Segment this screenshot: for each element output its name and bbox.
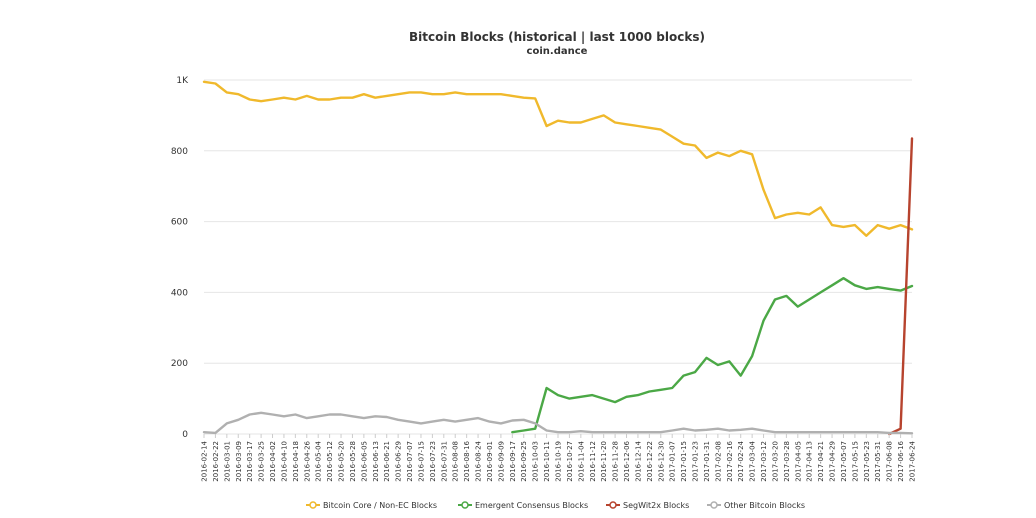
x-tick-label: 2017-03-20 bbox=[771, 441, 779, 482]
y-tick-label: 0 bbox=[182, 430, 188, 440]
x-tick-label: 2017-01-31 bbox=[703, 441, 711, 482]
x-tick-label: 2017-03-04 bbox=[749, 440, 757, 481]
x-tick-label: 2016-07-15 bbox=[417, 441, 425, 482]
x-tick-label: 2016-11-28 bbox=[612, 441, 620, 482]
y-tick-label: 400 bbox=[171, 288, 188, 298]
x-tick-label: 2016-05-04 bbox=[315, 440, 323, 481]
x-tick-label: 2016-03-25 bbox=[258, 441, 266, 482]
y-tick-label: 800 bbox=[171, 147, 188, 157]
legend-item[interactable]: Bitcoin Core / Non-EC Blocks bbox=[306, 501, 437, 510]
legend-marker bbox=[710, 501, 718, 509]
y-axis: 0 200 400 600 800 1K bbox=[171, 76, 189, 440]
x-tick-label: 2017-05-31 bbox=[874, 441, 882, 482]
y-tick-label: 200 bbox=[171, 359, 188, 369]
legend-marker bbox=[461, 501, 469, 509]
x-tick-label: 2017-03-28 bbox=[783, 441, 791, 482]
x-tick-label: 2016-08-16 bbox=[463, 440, 471, 481]
x-tick-label: 2016-11-12 bbox=[589, 441, 597, 482]
x-tick-label: 2016-03-01 bbox=[223, 441, 231, 482]
x-tick-label: 2016-07-31 bbox=[440, 441, 448, 482]
plot-area[interactable] bbox=[202, 80, 914, 436]
x-tick-label: 2017-02-16 bbox=[726, 440, 734, 481]
grid bbox=[204, 79, 912, 435]
x-tick-label: 2016-04-10 bbox=[280, 441, 288, 482]
x-tick-label: 2017-04-21 bbox=[817, 441, 825, 482]
chart-subtitle: coin.dance bbox=[527, 46, 588, 57]
x-tick-label: 2016-12-14 bbox=[634, 440, 642, 481]
x-tick-label: 2016-06-29 bbox=[395, 441, 403, 482]
x-tick-label: 2017-01-23 bbox=[692, 441, 700, 482]
x-tick-label: 2016-05-28 bbox=[349, 441, 357, 482]
x-tick-label: 2016-12-06 bbox=[623, 440, 631, 481]
legend-item[interactable]: Other Bitcoin Blocks bbox=[707, 501, 805, 510]
x-tick-label: 2016-05-20 bbox=[338, 441, 346, 482]
x-tick-label: 2017-01-07 bbox=[669, 441, 677, 482]
x-tick-label: 2017-05-07 bbox=[840, 441, 848, 482]
legend-marker bbox=[609, 501, 617, 509]
legend-label: Bitcoin Core / Non-EC Blocks bbox=[323, 501, 437, 510]
x-tick-label: 2016-04-26 bbox=[303, 440, 311, 481]
x-tick-label: 2016-10-27 bbox=[566, 441, 574, 482]
x-tick-label: 2016-03-17 bbox=[246, 441, 254, 482]
x-tick-label: 2016-11-04 bbox=[577, 440, 585, 481]
x-tick-label: 2016-09-09 bbox=[497, 441, 505, 482]
x-tick-label: 2016-03-09 bbox=[235, 441, 243, 482]
x-tick-label: 2016-04-18 bbox=[292, 441, 300, 482]
y-tick-label: 600 bbox=[171, 218, 188, 228]
x-tick-label: 2016-06-13 bbox=[372, 441, 380, 482]
legend-label: Emergent Consensus Blocks bbox=[475, 501, 588, 510]
x-tick-label: 2016-04-02 bbox=[269, 441, 277, 482]
series-line-2[interactable] bbox=[511, 277, 914, 434]
x-tick-label: 2017-02-24 bbox=[737, 440, 745, 481]
x-tick-label: 2017-04-13 bbox=[806, 441, 814, 482]
x-tick-label: 2016-12-22 bbox=[646, 441, 654, 482]
x-tick-label: 2017-05-15 bbox=[851, 441, 859, 482]
legend-label: SegWit2x Blocks bbox=[623, 501, 689, 510]
x-tick-label: 2016-07-07 bbox=[406, 441, 414, 482]
legend[interactable]: Bitcoin Core / Non-EC Blocks Emergent Con… bbox=[306, 501, 805, 510]
x-tick-label: 2016-07-23 bbox=[429, 441, 437, 482]
x-tick-label: 2017-04-05 bbox=[794, 441, 802, 482]
x-tick-label: 2016-02-14 bbox=[201, 440, 209, 481]
x-tick-label: 2017-06-24 bbox=[909, 440, 917, 481]
y-tick-label: 1K bbox=[176, 76, 189, 86]
x-tick-label: 2016-09-01 bbox=[486, 441, 494, 482]
x-tick-label: 2016-09-17 bbox=[509, 441, 517, 482]
x-tick-label: 2016-11-20 bbox=[600, 441, 608, 482]
x-tick-label: 2017-04-29 bbox=[829, 441, 837, 482]
x-tick-label: 2016-05-12 bbox=[326, 441, 334, 482]
x-tick-label: 2017-02-08 bbox=[714, 441, 722, 482]
series-line-1[interactable] bbox=[202, 80, 914, 237]
x-tick-label: 2017-06-08 bbox=[886, 441, 894, 482]
x-tick-label: 2017-05-23 bbox=[863, 441, 871, 482]
series-line-4[interactable] bbox=[202, 411, 914, 435]
x-tick-label: 2016-10-11 bbox=[543, 441, 551, 482]
x-axis: 2016-02-14 2016-02-22 2016-03-01 2016-03-09… bbox=[201, 434, 917, 482]
x-tick-label: 2017-03-12 bbox=[760, 441, 768, 482]
x-tick-label: 2016-06-21 bbox=[383, 441, 391, 482]
x-tick-label: 2017-06-16 bbox=[897, 440, 905, 481]
x-tick-label: 2016-10-19 bbox=[555, 441, 563, 482]
x-tick-label: 2017-01-15 bbox=[680, 441, 688, 482]
x-tick-label: 2016-08-24 bbox=[475, 440, 483, 481]
x-tick-label: 2016-08-08 bbox=[452, 441, 460, 482]
legend-label: Other Bitcoin Blocks bbox=[724, 501, 805, 510]
x-tick-label: 2016-02-22 bbox=[212, 441, 220, 482]
legend-marker bbox=[309, 501, 317, 509]
x-tick-label: 2016-09-25 bbox=[520, 441, 528, 482]
x-tick-label: 2016-12-30 bbox=[657, 441, 665, 482]
legend-item[interactable]: SegWit2x Blocks bbox=[606, 501, 689, 510]
x-tick-label: 2016-10-03 bbox=[532, 441, 540, 482]
legend-item[interactable]: Emergent Consensus Blocks bbox=[458, 501, 588, 510]
chart-title: Bitcoin Blocks (historical | last 1000 b… bbox=[409, 30, 705, 44]
x-tick-label: 2016-06-05 bbox=[360, 441, 368, 482]
